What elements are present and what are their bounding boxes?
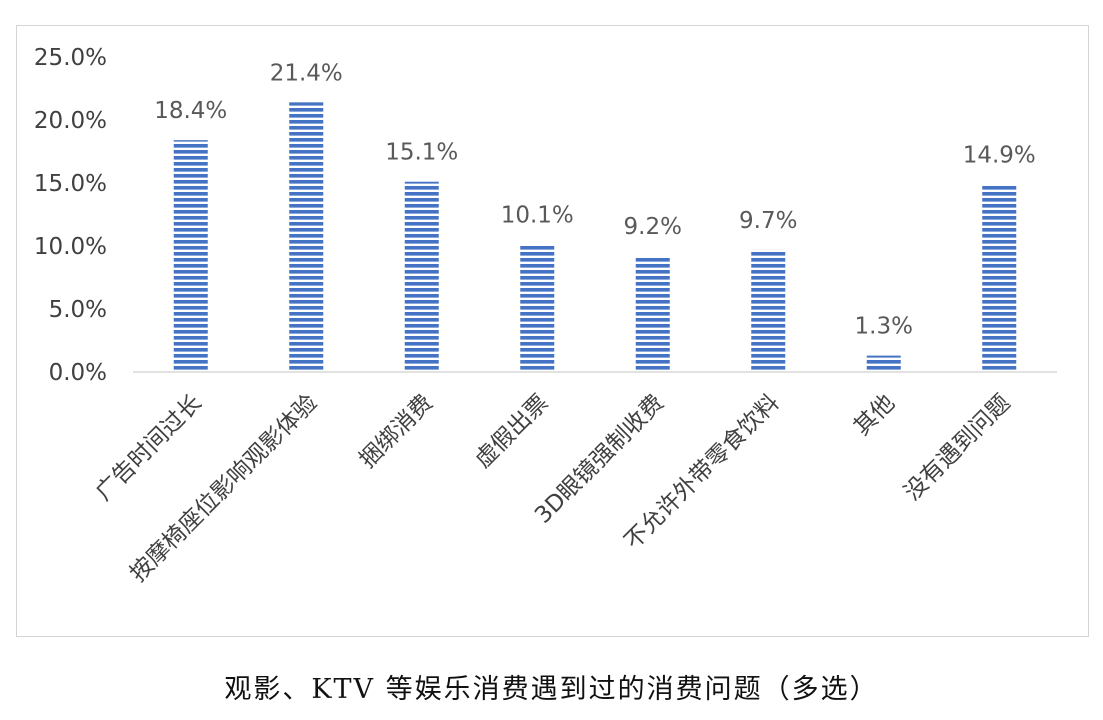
y-tick-label: 0.0% — [49, 360, 107, 386]
y-tick-label: 15.0% — [34, 171, 107, 197]
category-label: 按摩椅座位影响观影体验 — [125, 390, 322, 587]
data-label: 10.1% — [501, 203, 574, 229]
data-label: 1.3% — [855, 314, 913, 340]
category-label: 其他 — [849, 390, 900, 441]
chart-frame — [16, 25, 1089, 637]
category-label: 虚假出票 — [470, 390, 553, 473]
figure-caption: 观影、KTV 等娱乐消费遇到过的消费问题（多选） — [224, 674, 879, 705]
y-tick-label: 5.0% — [49, 297, 107, 323]
bar — [751, 249, 786, 372]
category-label: 捆绑消费 — [355, 390, 438, 473]
data-label: 21.4% — [270, 60, 343, 86]
y-tick-label: 10.0% — [34, 234, 107, 260]
data-label: 18.4% — [154, 98, 227, 124]
category-label: 没有遇到问题 — [900, 390, 1016, 506]
data-label: 9.2% — [624, 214, 682, 240]
bar — [173, 140, 208, 372]
data-label: 14.9% — [963, 142, 1036, 168]
bar — [635, 256, 670, 372]
data-labels: 18.4% 21.4% 15.1% 10.1% 9.2% 9.7% 1.3% 14.9% — [154, 60, 1036, 339]
bar — [866, 355, 901, 372]
y-tick-label: 20.0% — [34, 108, 107, 134]
y-axis: 0.0% 5.0% 10.0% 15.0% 20.0% 25.0% — [34, 45, 107, 386]
data-label: 9.7% — [739, 208, 797, 234]
bars — [173, 102, 1017, 373]
y-tick-label: 25.0% — [34, 45, 107, 71]
data-label: 15.1% — [385, 140, 458, 166]
bar — [404, 181, 439, 372]
bar — [520, 244, 555, 372]
bar — [982, 184, 1017, 372]
category-label: 广告时间过长 — [91, 390, 207, 506]
bar-chart: 0.0%5.0%10.0%15.0%20.0%25.0% 18.4%21.4%1… — [34, 45, 1057, 587]
bar — [289, 102, 324, 373]
